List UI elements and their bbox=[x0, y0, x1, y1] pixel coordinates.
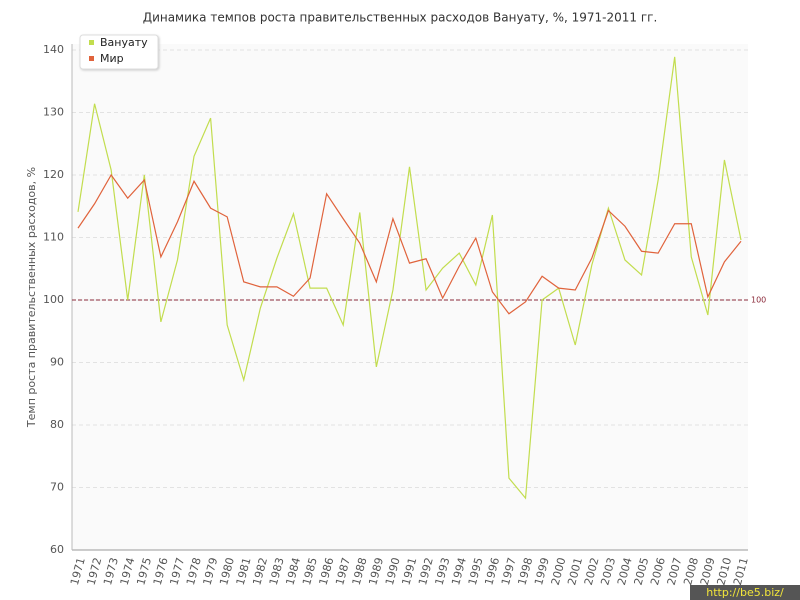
watermark-bg bbox=[690, 585, 800, 600]
line-series bbox=[77, 56, 742, 500]
y-tick-label: 110 bbox=[43, 231, 64, 244]
legend-label: Вануату bbox=[100, 36, 148, 49]
y-tick-label: 90 bbox=[50, 356, 64, 369]
watermark: http://be5.biz/ bbox=[706, 586, 784, 599]
y-tick-label: 80 bbox=[50, 418, 64, 431]
legend-label: Мир bbox=[100, 52, 124, 65]
y-tick-label: 70 bbox=[50, 481, 64, 494]
y-tick-label: 100 bbox=[43, 293, 64, 306]
y-axis-label: Темп роста правительственных расходов, % bbox=[25, 167, 38, 428]
y-tick-label: 130 bbox=[43, 106, 64, 119]
line-series bbox=[77, 173, 742, 315]
legend-marker bbox=[89, 40, 94, 45]
y-tick-label: 120 bbox=[43, 168, 64, 181]
legend-box bbox=[79, 34, 159, 70]
chart-title: Динамика темпов роста правительственных … bbox=[143, 11, 658, 25]
reference-label: 100 bbox=[751, 296, 766, 305]
y-tick-label: 60 bbox=[50, 543, 64, 556]
x-tick-label: 2011 bbox=[731, 556, 751, 586]
plot-area bbox=[72, 44, 748, 550]
y-tick-label: 140 bbox=[43, 43, 64, 56]
legend-marker bbox=[89, 56, 94, 61]
